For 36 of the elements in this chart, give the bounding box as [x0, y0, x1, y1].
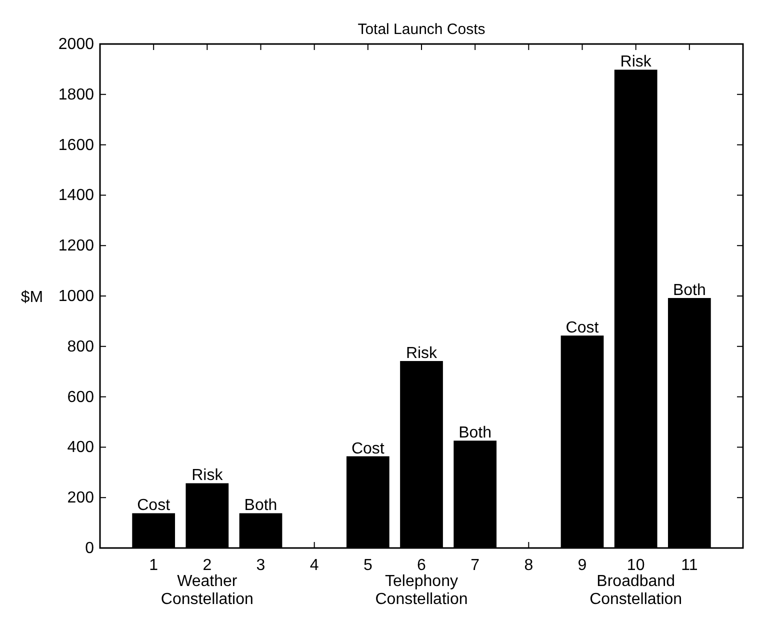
y-tick-label: 200 [67, 490, 94, 507]
y-tick-label: 1000 [58, 288, 94, 305]
x-tick-label: 3 [256, 557, 266, 574]
data-label: Risk [406, 345, 438, 362]
y-tick-label: 1200 [58, 238, 94, 255]
y-tick-label: 400 [67, 439, 94, 456]
text: Telephony Constellation [375, 573, 468, 608]
x-tick-label: 7 [470, 557, 480, 574]
data-label: Cost [351, 440, 385, 458]
x-tick-label: 10 [626, 557, 645, 574]
x-tick-label: 1 [149, 557, 158, 574]
data-label: Both [244, 497, 278, 514]
data-label: Risk [192, 467, 224, 484]
x-tick-label: 2 [202, 557, 212, 574]
data-label: Cost [137, 497, 171, 514]
chart-title: Total Launch Costs [358, 21, 486, 38]
data-label: Cost [566, 320, 600, 337]
y-tick-label: 1600 [58, 136, 94, 154]
y-tick-label: 1400 [58, 187, 94, 204]
x-tick-label: 8 [524, 557, 534, 574]
x-tick-label: 5 [363, 557, 372, 574]
x-tick-label: 6 [417, 557, 426, 574]
data-label: Risk [620, 54, 652, 71]
y-tick-label: 800 [67, 338, 94, 356]
data-label: Both [672, 282, 706, 300]
x-tick-label: 4 [310, 557, 319, 574]
y-tick-label: 1800 [58, 86, 94, 104]
y-tick-label: 0 [85, 540, 94, 557]
text: Weather Constellation [160, 573, 254, 608]
text: Broadband Constellation [590, 573, 682, 608]
data-label: Both [458, 424, 492, 442]
y-axis-title: $M [20, 289, 44, 306]
x-tick-label: 9 [578, 557, 587, 574]
y-tick-label: 600 [67, 388, 94, 406]
x-tick-label: 11 [681, 557, 698, 574]
y-tick-label: 2000 [58, 36, 94, 53]
